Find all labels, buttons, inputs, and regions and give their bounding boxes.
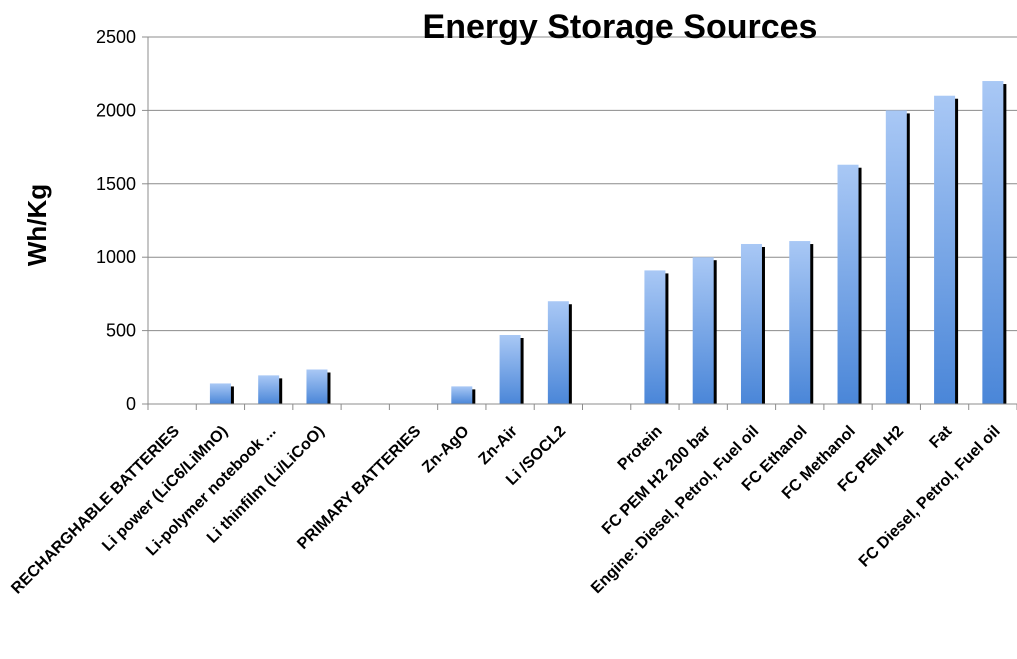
bars [209, 81, 1007, 405]
bar [499, 335, 521, 404]
x-tick-label: Fat [926, 422, 955, 451]
bar [258, 375, 280, 404]
y-tick-label: 500 [106, 321, 136, 341]
bar [451, 386, 473, 404]
bar [885, 110, 907, 405]
y-tick-labels: 0 500 1000 1500 2000 2500 [96, 27, 136, 414]
y-tick-label: 2000 [96, 100, 136, 120]
bar [740, 243, 762, 404]
bar [789, 241, 811, 404]
y-tick-label: 1000 [96, 247, 136, 267]
bar [306, 369, 328, 404]
chart-title: Energy Storage Sources [423, 8, 818, 46]
x-tick-label: Zn-Air [476, 423, 521, 468]
bar [644, 270, 666, 404]
axes [147, 37, 1017, 410]
bar [547, 301, 569, 404]
x-tick-label: RECHARGHABLE BATTERIES [8, 423, 183, 598]
y-tick-label: 0 [126, 394, 136, 414]
y-tick-label: 1500 [96, 174, 136, 194]
bar [837, 164, 859, 404]
y-tick-label: 2500 [96, 27, 136, 47]
gridlines [142, 36, 1017, 405]
bar [982, 81, 1004, 404]
x-tick-label: Zn-AgO [419, 423, 472, 476]
bar [209, 383, 231, 404]
y-axis-label: Wh/Kg [22, 184, 52, 266]
bar [934, 95, 956, 404]
bar [692, 257, 714, 404]
